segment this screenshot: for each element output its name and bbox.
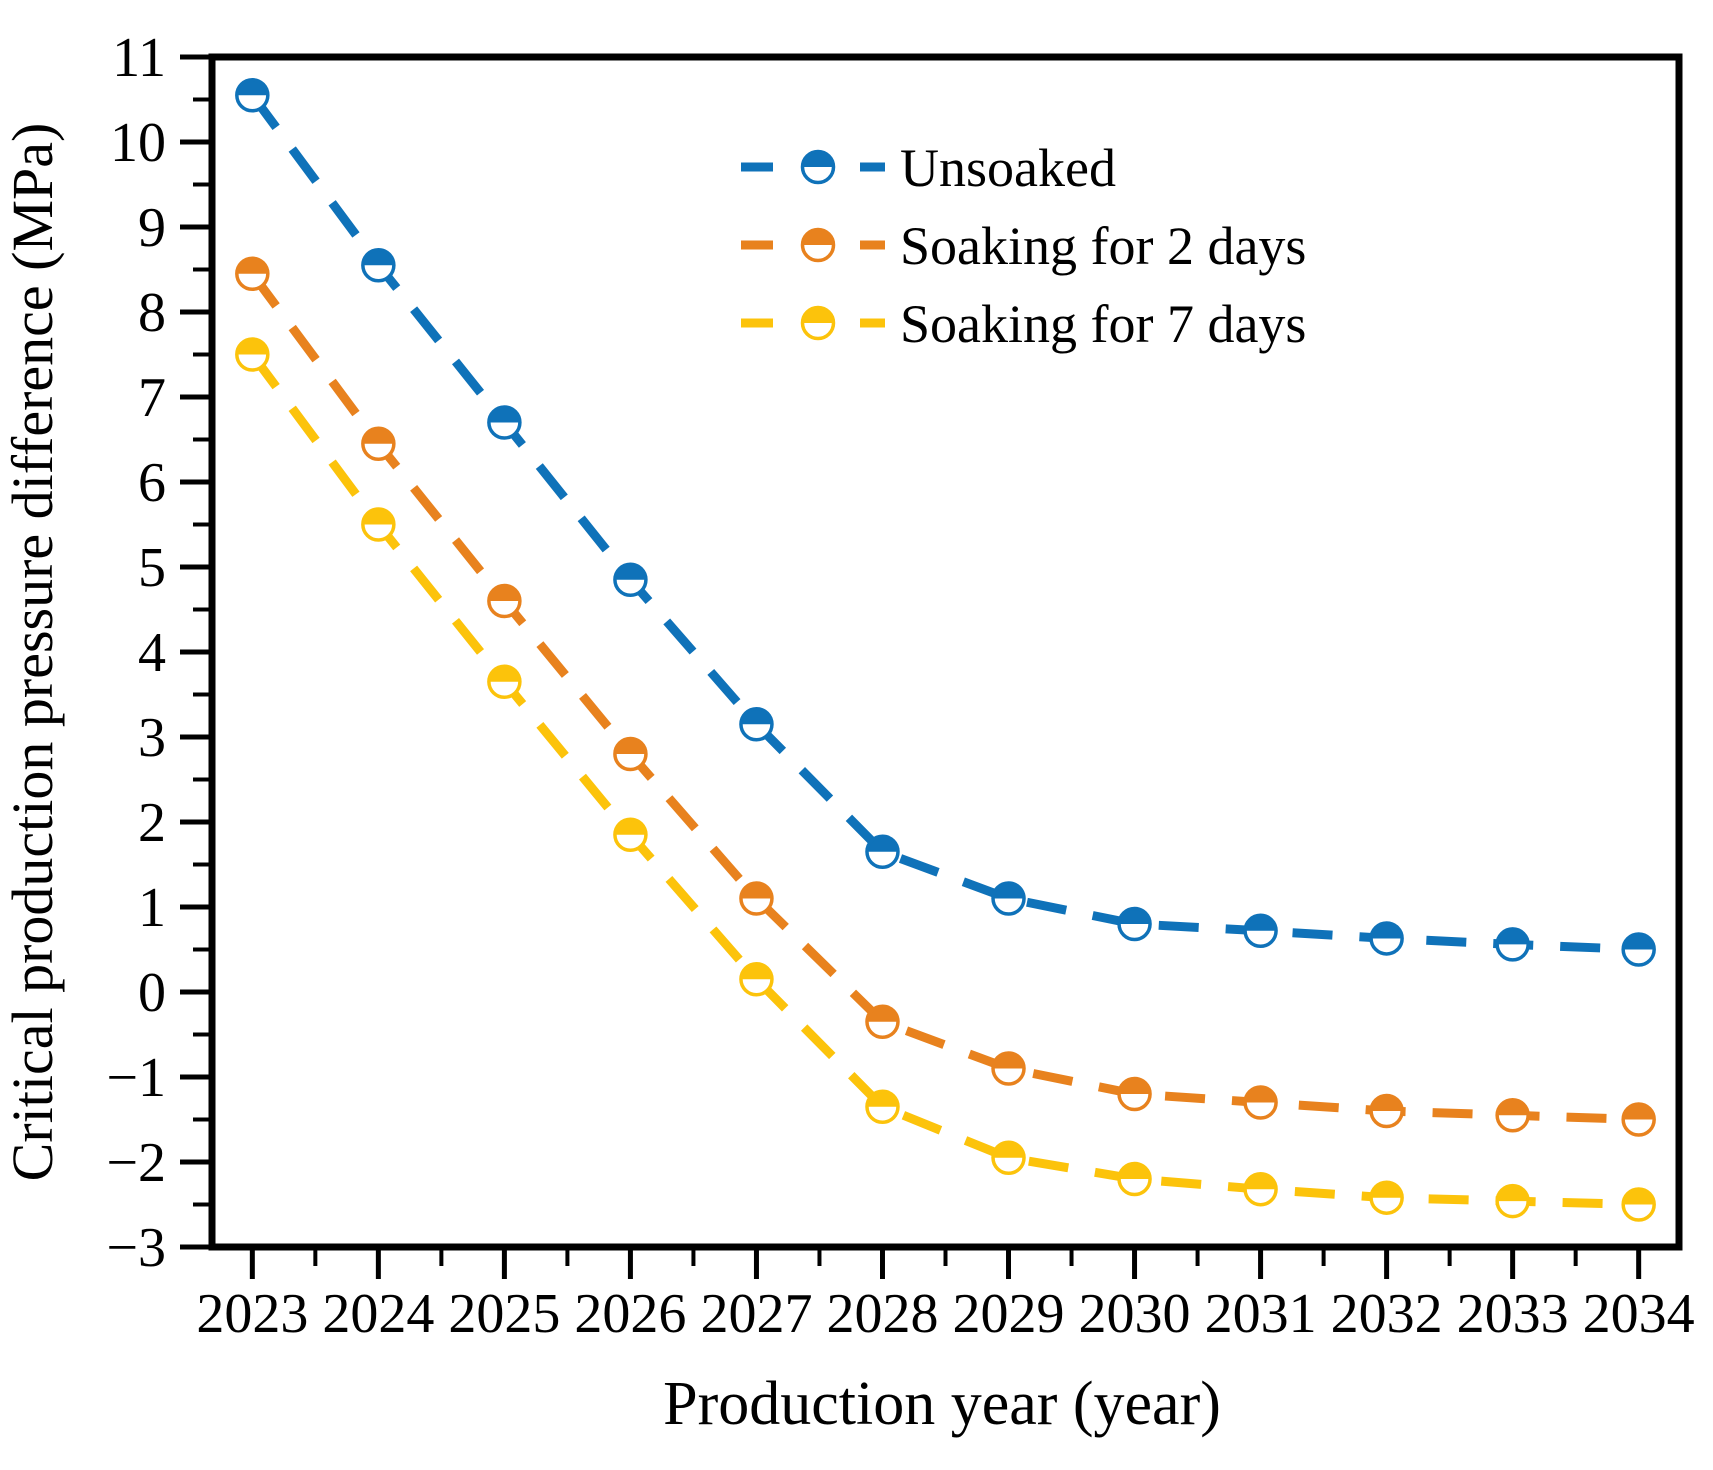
legend: Unsoaked Soaking for 2 days Soaking for 7 …	[741, 138, 1306, 354]
data-point	[1495, 1183, 1530, 1219]
y-tick-label: 3	[138, 707, 166, 769]
y-tick-label: 7	[138, 367, 166, 429]
y-tick-label: −3	[106, 1217, 166, 1279]
y-axis-title: Critical production pressure difference …	[0, 123, 65, 1182]
data-point	[361, 426, 396, 461]
data-point	[1495, 927, 1530, 962]
data-point	[1495, 1098, 1530, 1133]
plot-area: −3 −2 −1 0 1 2 3 4 5 6 7 8 9 10 11 2023 2024 2025 2026 2027…	[106, 27, 1694, 1345]
series-line-soaking-for-2-days	[248, 271, 1639, 1124]
data-point	[487, 405, 522, 440]
data-point	[1621, 932, 1656, 967]
x-tick-label: 2033	[1457, 1283, 1569, 1345]
data-point	[361, 507, 396, 542]
data-point	[865, 1004, 900, 1039]
data-point	[487, 583, 522, 619]
data-point	[1621, 1187, 1656, 1222]
series-soaking-for-2-days	[235, 256, 1656, 1137]
series-unsoaked	[235, 78, 1656, 967]
y-tick-label: 6	[138, 452, 166, 514]
data-point	[991, 1051, 1026, 1086]
legend-marker-icon	[800, 227, 836, 263]
legend-label: Soaking for 2 days	[900, 216, 1306, 276]
y-tick-label: 8	[138, 282, 166, 344]
data-point	[613, 736, 648, 772]
y-tick-label: 5	[138, 537, 166, 599]
data-point	[487, 664, 522, 699]
data-point	[739, 881, 774, 916]
data-point	[235, 337, 270, 372]
x-axis-title: Production year (year)	[663, 1370, 1221, 1438]
legend-label: Unsoaked	[900, 138, 1116, 198]
y-tick-label: 2	[138, 792, 166, 854]
data-point	[991, 881, 1026, 916]
x-tick-label: 2030	[1079, 1283, 1191, 1345]
data-point	[865, 834, 900, 869]
legend-marker-icon	[800, 149, 836, 185]
data-point	[613, 817, 648, 852]
data-point	[739, 707, 774, 742]
legend-label: Soaking for 7 days	[900, 294, 1306, 354]
x-tick-label: 2027	[700, 1283, 812, 1345]
y-tick-label: 10	[110, 112, 166, 174]
data-point	[1243, 913, 1278, 949]
series-soaking-for-7-days	[235, 337, 1656, 1222]
x-tick-label: 2026	[574, 1283, 686, 1345]
y-tick-label: −1	[106, 1047, 166, 1109]
data-point	[1243, 1085, 1278, 1120]
data-point	[1369, 1093, 1404, 1129]
data-point	[1243, 1171, 1278, 1207]
legend-item-soaking-for-2-days: Soaking for 2 days	[741, 216, 1306, 276]
data-point	[1117, 906, 1152, 942]
series-line-soaking-for-7-days	[248, 351, 1639, 1209]
data-point	[235, 78, 270, 113]
y-tick-label: 4	[138, 622, 166, 684]
y-tick-label: 0	[138, 962, 166, 1024]
data-point	[1369, 921, 1404, 956]
data-point	[739, 962, 774, 997]
data-point	[1621, 1102, 1656, 1137]
data-point	[1117, 1076, 1152, 1112]
data-point	[991, 1140, 1026, 1175]
data-point	[235, 256, 270, 291]
legend-item-unsoaked: Unsoaked	[741, 138, 1116, 198]
x-tick-label: 2024	[322, 1283, 434, 1345]
y-tick-label: 9	[138, 197, 166, 259]
data-point	[361, 248, 396, 283]
x-tick-label: 2028	[826, 1283, 938, 1345]
x-tick-label: 2029	[953, 1283, 1065, 1345]
y-tick-label: 11	[112, 27, 166, 89]
y-tick-label: 1	[138, 877, 166, 939]
legend-item-soaking-for-7-days: Soaking for 7 days	[741, 294, 1306, 354]
data-point	[865, 1089, 900, 1124]
x-tick-label: 2023	[196, 1283, 308, 1345]
data-point	[613, 562, 648, 597]
legend-marker-icon	[800, 305, 836, 341]
data-point	[1369, 1180, 1404, 1215]
data-point	[1117, 1161, 1152, 1197]
x-tick-label: 2025	[448, 1283, 560, 1345]
x-tick-label: 2032	[1331, 1283, 1443, 1345]
y-tick-label: −2	[106, 1132, 166, 1194]
x-tick-label: 2034	[1583, 1283, 1695, 1345]
x-tick-label: 2031	[1205, 1283, 1317, 1345]
